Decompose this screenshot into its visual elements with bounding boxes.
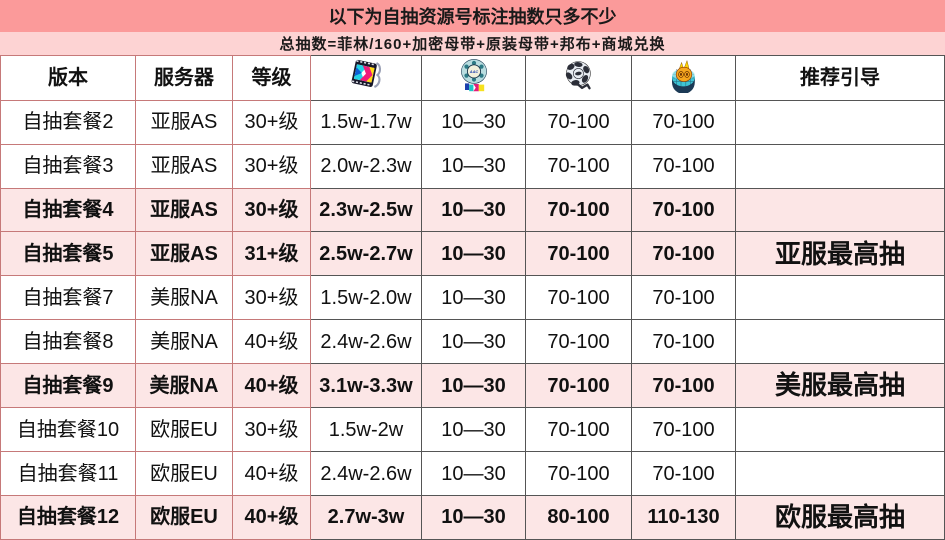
svg-text:AAC: AAC (468, 69, 478, 74)
